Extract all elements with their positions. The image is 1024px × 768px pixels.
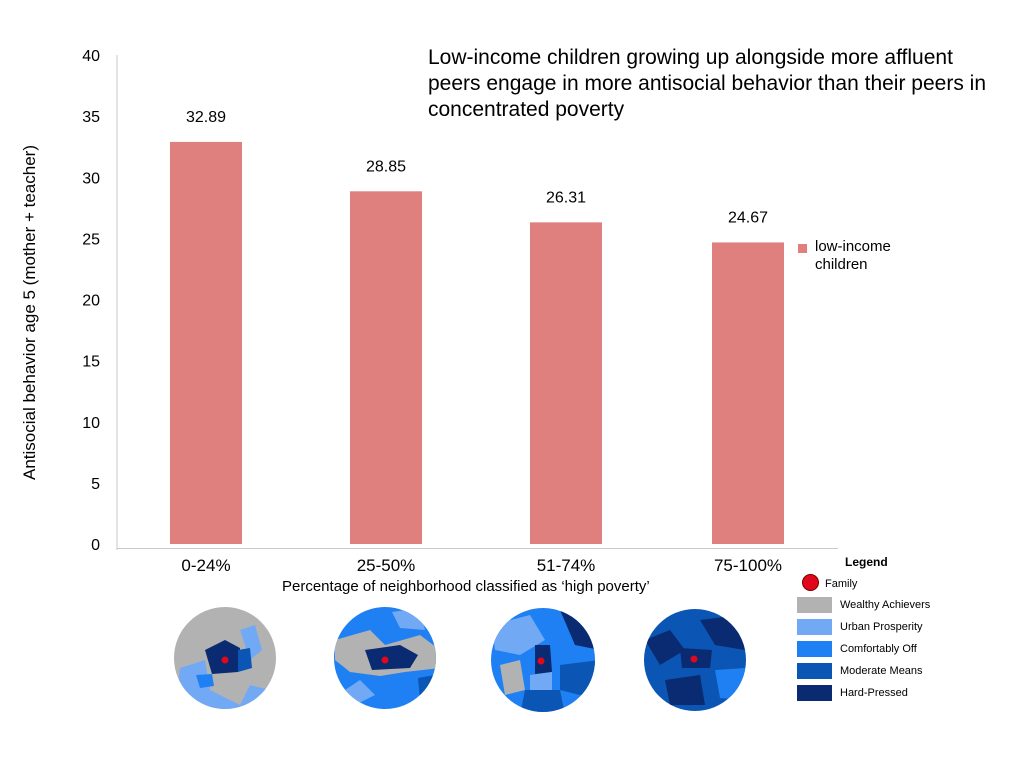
map-legend-item: Comfortably Off: [797, 641, 947, 659]
x-tick-label: 51-74%: [537, 556, 596, 575]
bars: [170, 141, 784, 545]
map-legend-label: Moderate Means: [840, 665, 923, 677]
map-legend-item: Urban Prosperity: [797, 619, 947, 637]
bar: [530, 222, 602, 545]
y-tick-label: 30: [82, 170, 100, 187]
map-legend-heading: Legend: [845, 555, 888, 569]
y-tick-label: 20: [82, 293, 100, 310]
map-legend-item: Moderate Means: [797, 663, 947, 681]
x-tick-label: 75-100%: [714, 556, 782, 575]
y-tick-labels: 0 5 10 15 20 25 30 35 40: [82, 48, 100, 554]
x-tick-label: 0-24%: [181, 556, 230, 575]
bar-value-label: 26.31: [546, 189, 586, 206]
map-legend-label: Hard-Pressed: [840, 687, 908, 699]
map-legend-swatch: [797, 597, 832, 613]
x-tick-label: 25-50%: [357, 556, 416, 575]
bar: [170, 141, 242, 545]
map-legend-item: Hard-Pressed: [797, 685, 947, 703]
bar-value-labels: 32.89 28.85 26.31 24.67: [186, 109, 768, 226]
map-legend-swatch: [797, 619, 832, 635]
map-legend-swatch: [797, 641, 832, 657]
chart-title: Low-income children growing up alongside…: [428, 46, 987, 121]
y-tick-label: 40: [82, 48, 100, 65]
y-tick-label: 15: [82, 354, 100, 371]
map-25-50: [334, 607, 436, 709]
bar: [712, 242, 784, 545]
family-label: Family: [825, 578, 858, 590]
y-tick-label: 10: [82, 415, 100, 432]
map-legend-label: Comfortably Off: [840, 643, 917, 655]
bar-value-label: 24.67: [728, 209, 768, 226]
x-tick-labels: 0-24% 25-50% 51-74% 75-100%: [181, 556, 782, 575]
map-legend-label: Wealthy Achievers: [840, 599, 931, 611]
family-marker-icon: [802, 574, 819, 591]
map-legend-item: Wealthy Achievers: [797, 597, 947, 615]
bar-value-label: 28.85: [366, 158, 406, 175]
bar: [350, 191, 422, 544]
bar-value-label: 32.89: [186, 109, 226, 126]
y-tick-label: 5: [91, 476, 100, 493]
legend-swatch: [798, 244, 807, 253]
map-legend-swatch: [797, 685, 832, 701]
y-tick-label: 25: [82, 231, 100, 248]
map-0-24: [174, 607, 276, 709]
map-legend-label: Urban Prosperity: [840, 621, 923, 633]
map-legend-swatch: [797, 663, 832, 679]
map-75-100: [644, 609, 746, 711]
map-51-74: [491, 608, 595, 712]
x-axis-label: Percentage of neighborhood classified as…: [282, 578, 650, 595]
y-tick-label: 0: [91, 537, 100, 554]
legend-series-label: low-income children: [815, 238, 891, 273]
y-tick-label: 35: [82, 109, 100, 126]
